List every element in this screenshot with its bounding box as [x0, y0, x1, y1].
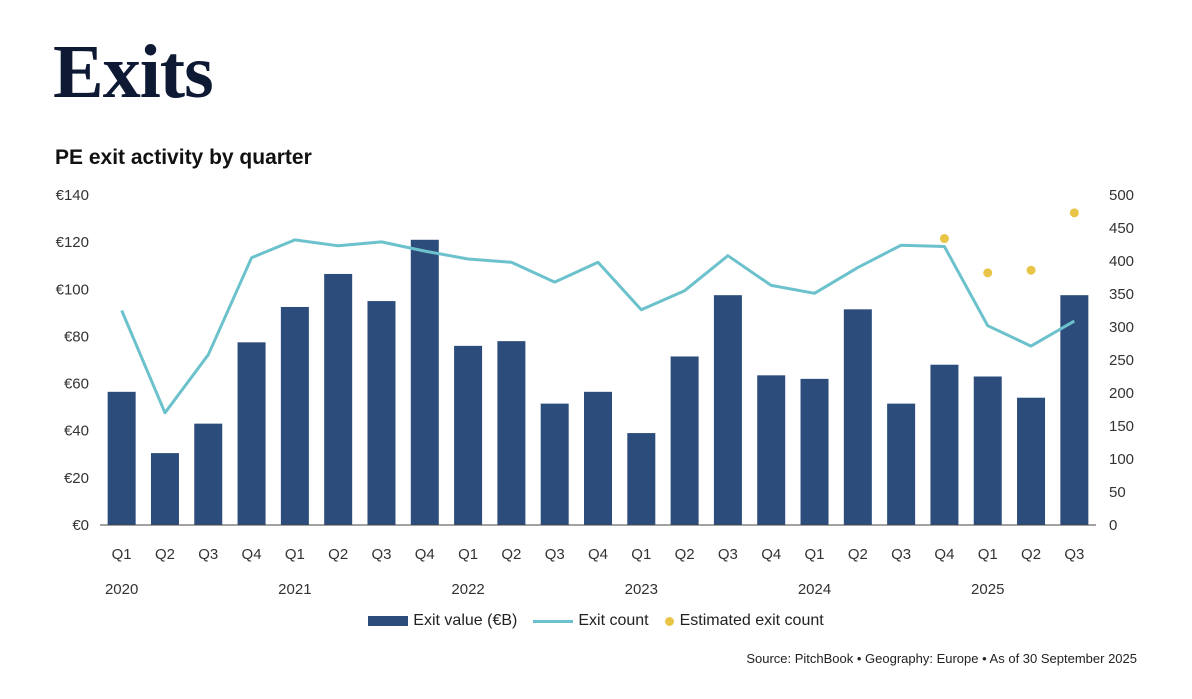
y-right-tick-label: 350 — [1109, 286, 1134, 303]
y-right-tick-label: 50 — [1109, 484, 1126, 501]
page-title: Exits — [53, 30, 214, 114]
bar — [843, 309, 872, 525]
x-year-label: 2024 — [798, 581, 831, 598]
x-tick-label: Q1 — [458, 546, 478, 563]
x-tick-label: Q1 — [978, 546, 998, 563]
x-tick-label: Q3 — [371, 546, 391, 563]
bar — [757, 375, 786, 525]
legend-estimated-exit-count: Estimated exit count — [664, 612, 824, 630]
bar — [670, 356, 699, 525]
estimated-exit-count-dot — [939, 234, 949, 244]
x-tick-label: Q4 — [934, 546, 954, 563]
x-tick-label: Q1 — [631, 546, 651, 563]
x-tick-label: Q2 — [675, 546, 695, 563]
y-right-tick-label: 200 — [1109, 385, 1134, 402]
y-right-tick-label: 150 — [1109, 418, 1134, 435]
bar — [930, 364, 959, 525]
exit-count-line — [120, 238, 1076, 415]
x-tick-label: Q4 — [761, 546, 781, 563]
x-tick-label: Q1 — [285, 546, 305, 563]
y-right-tick-label: 400 — [1109, 253, 1134, 270]
y-right-tick-label: 500 — [1109, 187, 1134, 204]
x-year-label: 2025 — [971, 581, 1004, 598]
y-left-tick-label: €40 — [64, 423, 89, 440]
x-tick-label: Q3 — [198, 546, 218, 563]
y-left-tick-label: €20 — [64, 470, 89, 487]
bar — [280, 306, 309, 525]
x-tick-label: Q4 — [415, 546, 435, 563]
x-tick-label: Q2 — [1021, 546, 1041, 563]
bar — [367, 301, 396, 525]
chart-title: PE exit activity by quarter — [55, 146, 312, 169]
x-tick-label: Q2 — [501, 546, 521, 563]
y-left-tick-label: €140 — [56, 187, 89, 204]
legend-dot-swatch — [664, 616, 674, 626]
y-left-tick-label: €0 — [72, 517, 89, 534]
estimated-exit-count-dot — [983, 268, 993, 278]
y-right-tick-label: 450 — [1109, 220, 1134, 237]
bar — [887, 403, 916, 525]
x-year-label: 2021 — [278, 581, 311, 598]
legend-bar-swatch — [368, 616, 409, 626]
bar — [324, 273, 353, 525]
bar — [454, 345, 483, 525]
y-right-tick-label: 100 — [1109, 451, 1134, 468]
legend-exit-value-label: Exit value (€B) — [413, 612, 518, 629]
y-right-tick-label: 300 — [1109, 319, 1134, 336]
bar — [150, 453, 179, 525]
bar — [713, 295, 742, 525]
bar — [497, 341, 526, 525]
bar — [410, 239, 439, 526]
bar — [540, 403, 569, 525]
bar — [627, 433, 656, 525]
bar — [1017, 397, 1046, 525]
exit-activity-chart: €0 €20 €40 €60 €80 €100 €120 €140 0 50 100 150 200 25… — [56, 187, 1134, 598]
x-tick-label: Q2 — [848, 546, 868, 563]
legend-line-swatch — [533, 619, 574, 623]
x-tick-label: Q3 — [718, 546, 738, 563]
legend-exit-count: Exit count — [533, 612, 649, 630]
x-tick-label: Q1 — [112, 546, 132, 563]
y-left-tick-label: €120 — [56, 234, 89, 251]
y-right-tick-label: 250 — [1109, 352, 1134, 369]
estimated-exit-count-dot — [1026, 265, 1036, 275]
x-tick-label: Q4 — [588, 546, 608, 563]
bar — [237, 342, 266, 525]
estimated-exit-count-dot — [1069, 208, 1079, 218]
legend-exit-value: Exit value (€B) — [368, 612, 517, 630]
x-year-label: 2022 — [451, 581, 484, 598]
y-left-tick-label: €60 — [64, 376, 89, 393]
bar — [973, 376, 1002, 525]
y-left-tick-label: €80 — [64, 328, 89, 345]
x-tick-label: Q2 — [155, 546, 175, 563]
x-tick-label: Q1 — [805, 546, 825, 563]
bar — [584, 391, 612, 525]
bar — [107, 391, 136, 525]
y-left-tick-label: €100 — [56, 281, 89, 298]
bar — [194, 423, 223, 525]
y-right-tick-label: 0 — [1109, 517, 1117, 534]
source-note: Source: PitchBook • Geography: Europe • … — [746, 651, 1137, 666]
legend-estimated-exit-count-label: Estimated exit count — [679, 612, 824, 629]
x-tick-label: Q2 — [328, 546, 348, 563]
x-tick-label: Q4 — [242, 546, 262, 563]
bar — [800, 378, 829, 525]
x-tick-label: Q3 — [545, 546, 565, 563]
x-year-label: 2023 — [625, 581, 658, 598]
x-tick-label: Q3 — [891, 546, 911, 563]
x-year-label: 2020 — [105, 581, 138, 598]
legend-exit-count-label: Exit count — [578, 612, 649, 629]
x-tick-label: Q3 — [1064, 546, 1084, 563]
chart-legend: Exit value (€B) Exit count Estimated exi… — [0, 612, 1192, 630]
bar — [1060, 295, 1089, 525]
